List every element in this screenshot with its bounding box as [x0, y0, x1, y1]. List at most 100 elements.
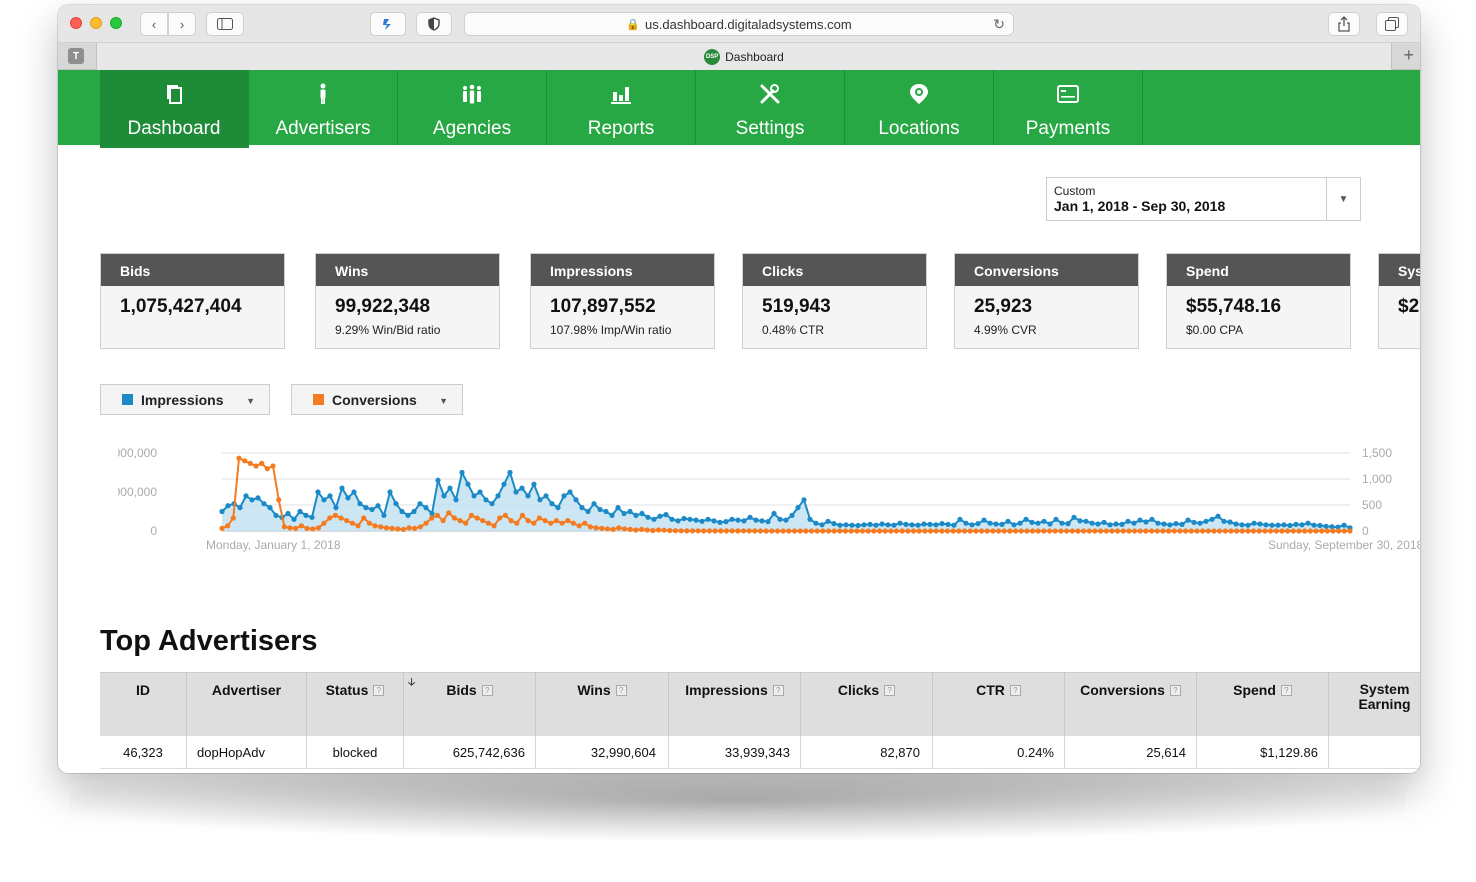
cell-advertiser[interactable]: dopHopAdv — [187, 736, 307, 769]
data-point — [327, 493, 333, 499]
help-icon[interactable]: ? — [1169, 685, 1181, 696]
data-point — [1228, 528, 1234, 534]
tab-dashboard[interactable]: DSP Dashboard — [96, 43, 1392, 70]
forward-button[interactable]: › — [168, 12, 196, 36]
data-point — [975, 521, 981, 527]
data-point — [888, 528, 894, 534]
data-point — [1324, 528, 1330, 534]
data-point — [910, 528, 917, 534]
column-header-impressions[interactable]: Impressions? — [669, 673, 801, 737]
data-point — [1035, 520, 1041, 526]
data-point — [979, 528, 985, 534]
back-button[interactable]: ‹ — [140, 12, 168, 36]
date-range-picker[interactable]: Custom Jan 1, 2018 - Sep 30, 2018 ▼ — [1046, 177, 1361, 221]
series-select-impressions[interactable]: Impressions ▼ — [100, 384, 270, 415]
zoom-window-button[interactable] — [110, 17, 122, 29]
data-point — [1191, 519, 1197, 525]
data-point — [1115, 528, 1121, 534]
share-button[interactable] — [1328, 12, 1360, 36]
reload-icon[interactable]: ↻ — [993, 16, 1005, 32]
cell-id: 46,323 — [100, 736, 187, 769]
data-point — [854, 528, 860, 534]
column-header-wins[interactable]: Wins? — [536, 673, 669, 737]
column-header-id[interactable]: ID — [100, 673, 187, 737]
data-point — [1251, 520, 1257, 526]
help-icon[interactable]: ? — [772, 685, 784, 696]
close-window-button[interactable] — [70, 17, 82, 29]
data-point — [616, 525, 622, 531]
tab-title: Dashboard — [725, 49, 784, 64]
data-point — [1302, 528, 1308, 534]
series-select-conversions[interactable]: Conversions ▼ — [291, 384, 463, 415]
table-row[interactable]: 46,323 dopHopAdv blocked 625,742,636 32,… — [100, 736, 1420, 769]
data-point — [1233, 521, 1239, 527]
nav-item-dashboard[interactable]: Dashboard — [100, 70, 249, 148]
data-point — [1203, 518, 1209, 524]
data-point — [897, 520, 903, 526]
nav-item-locations[interactable]: Locations — [845, 70, 994, 145]
nav-item-settings[interactable]: Settings — [696, 70, 845, 145]
column-header-status[interactable]: Status? — [307, 673, 404, 737]
data-point — [916, 528, 922, 534]
data-point — [1211, 528, 1217, 534]
data-point — [741, 518, 747, 524]
data-point — [457, 518, 463, 524]
data-point — [369, 506, 375, 513]
column-header-spend[interactable]: Spend? — [1197, 673, 1329, 737]
data-point — [531, 520, 537, 526]
help-icon[interactable]: ? — [1280, 685, 1292, 696]
data-point — [1126, 528, 1132, 534]
help-icon[interactable]: ? — [615, 685, 627, 696]
person-icon — [320, 83, 326, 104]
data-point — [882, 528, 888, 534]
data-point — [819, 522, 825, 528]
nav-item-payments[interactable]: Payments — [994, 70, 1143, 145]
data-point — [981, 517, 987, 523]
data-point — [565, 518, 571, 524]
data-point — [1047, 528, 1053, 534]
data-point — [783, 517, 789, 523]
column-header-advertiser[interactable]: Advertiser — [187, 673, 307, 737]
nav-item-advertisers[interactable]: Advertisers — [249, 70, 398, 145]
privacy-shield-button[interactable] — [416, 12, 452, 36]
data-point — [780, 528, 786, 534]
caret-down-icon[interactable]: ▼ — [1326, 178, 1360, 220]
data-point — [621, 510, 627, 517]
tabs-overview-button[interactable] — [1376, 12, 1408, 36]
address-bar[interactable]: 🔒 us.dashboard.digitaladsystems.com ↻ — [464, 12, 1014, 36]
sidebar-toggle-button[interactable] — [206, 12, 244, 36]
data-point — [786, 528, 792, 534]
data-point — [893, 528, 900, 534]
data-point — [225, 503, 231, 509]
data-point — [219, 508, 225, 515]
data-point — [746, 528, 752, 534]
minimize-window-button[interactable] — [90, 17, 102, 29]
help-icon[interactable]: ? — [373, 685, 385, 696]
stat-sub — [1379, 318, 1420, 323]
tab-group-badge[interactable]: T — [68, 48, 84, 64]
nav-label: Locations — [878, 118, 960, 139]
column-header-ctr[interactable]: CTR? — [933, 673, 1065, 737]
column-header-conversions[interactable]: Conversions? — [1065, 673, 1197, 737]
extension-button[interactable] — [370, 12, 406, 36]
data-point — [615, 505, 621, 511]
help-icon[interactable]: ? — [481, 685, 493, 696]
data-point — [831, 521, 837, 527]
help-icon[interactable]: ? — [1009, 685, 1021, 696]
data-point — [711, 518, 717, 524]
help-icon[interactable]: ? — [884, 685, 896, 696]
data-point — [813, 520, 819, 526]
new-tab-button[interactable]: + — [1403, 45, 1414, 65]
column-header-system-earning[interactable]: System Earning — [1329, 673, 1420, 737]
browser-window: ‹ › 🔒 us.dashboard.digitaladsystems.com … — [58, 5, 1420, 773]
data-point — [315, 489, 321, 495]
column-header-bids[interactable]: 🡣 Bids? — [404, 673, 536, 737]
stat-card-bids: Bids 1,075,427,404 — [100, 253, 285, 349]
data-point — [774, 528, 781, 534]
nav-item-reports[interactable]: Reports — [547, 70, 696, 145]
column-header-clicks[interactable]: Clicks? — [801, 673, 933, 737]
data-point — [1311, 522, 1317, 528]
nav-item-agencies[interactable]: Agencies — [398, 70, 547, 145]
data-point — [963, 520, 969, 526]
data-point — [247, 460, 253, 466]
